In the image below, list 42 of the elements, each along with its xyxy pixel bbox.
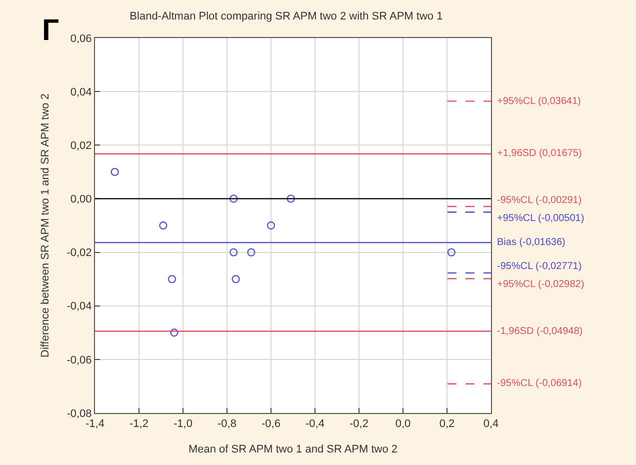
y-axis-title: Difference between SR APM two 1 and SR APM two 2 bbox=[39, 94, 52, 358]
ref-line-label: Bias (-0,01636) bbox=[497, 237, 566, 248]
x-tick-label: 0,2 bbox=[439, 418, 455, 430]
point bbox=[286, 194, 295, 203]
point bbox=[232, 274, 240, 284]
chart-title: Bland-Altman Plot comparing SR APM two 2 with SR APM two 1 bbox=[130, 10, 443, 22]
ref-line-label: +95%CL (-0,02982) bbox=[497, 279, 584, 290]
point bbox=[170, 328, 178, 337]
x-tick-label: -0,4 bbox=[306, 418, 324, 430]
x-tick-label: -1,4 bbox=[86, 418, 104, 430]
x-tick-label: -0,2 bbox=[350, 418, 368, 430]
x-tick-label: -1,2 bbox=[130, 418, 148, 430]
y-tick-label: 0,04 bbox=[70, 86, 92, 98]
y-tick-label: 0,02 bbox=[70, 140, 92, 152]
y-tick-label: -0,04 bbox=[66, 300, 92, 313]
y-tick-label: -0,02 bbox=[66, 247, 92, 260]
y-tick-label: 0,06 bbox=[70, 32, 92, 45]
ref-line-label: -95%CL (-0,02771) bbox=[497, 261, 582, 272]
point bbox=[159, 221, 168, 230]
y-tick-label: 0,00 bbox=[70, 194, 92, 206]
point bbox=[230, 248, 238, 256]
point bbox=[168, 274, 176, 284]
ref-line-label: -1,96SD (-0,04948) bbox=[497, 326, 583, 337]
text: Г bbox=[42, 14, 60, 47]
x-tick-label: -1,0 bbox=[174, 418, 192, 430]
point bbox=[447, 248, 456, 256]
point bbox=[247, 248, 256, 256]
x-tick-label: 0,0 bbox=[395, 418, 411, 430]
x-tick-label: -0,6 bbox=[262, 418, 280, 430]
point bbox=[266, 221, 276, 230]
x-tick-label: 0,4 bbox=[483, 418, 499, 430]
ref-line-label: +1,96SD (0,01675) bbox=[497, 148, 582, 159]
x-axis-title: Mean of SR APM two 1 and SR APM two 2 bbox=[188, 443, 398, 456]
x-tick-label: -0,8 bbox=[218, 418, 236, 430]
ref-line-label: -95%CL (-0,00291) bbox=[497, 195, 582, 206]
y-tick-label: -0,08 bbox=[66, 408, 92, 420]
point bbox=[230, 194, 238, 203]
point bbox=[110, 168, 119, 176]
y-tick-label: -0,06 bbox=[66, 354, 92, 366]
ref-line-label: -95%CL (-0,06914) bbox=[497, 378, 582, 389]
ref-line-label: +95%CL (-0,00501) bbox=[497, 213, 584, 224]
ref-line-label: +95%CL (0,03641) bbox=[497, 96, 581, 107]
